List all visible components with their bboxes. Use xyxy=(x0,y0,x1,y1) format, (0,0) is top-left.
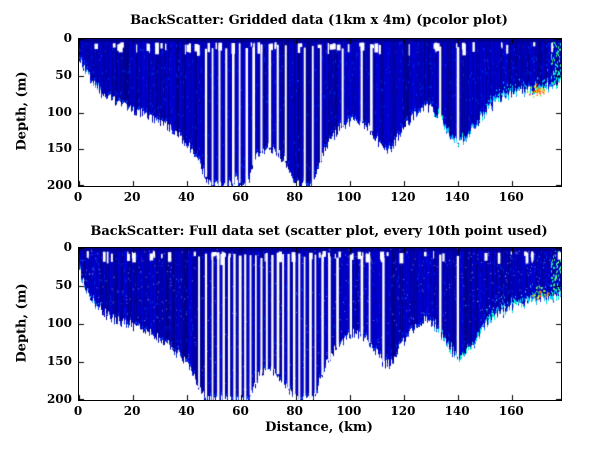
y-tick-label: 150 xyxy=(46,354,72,368)
y-tick-label: 150 xyxy=(46,141,72,156)
scatter-plot-axes xyxy=(78,247,562,401)
x-tick-label: 120 xyxy=(390,404,416,418)
x-tick-label: 20 xyxy=(123,190,141,204)
y-tick-label: 200 xyxy=(46,392,72,406)
x-axis-label: Distance, (km) xyxy=(265,420,373,435)
x-tick-label: 20 xyxy=(123,404,141,418)
y-tick-label: 0 xyxy=(63,240,72,254)
x-tick-label: 100 xyxy=(336,404,362,418)
y-tick-label: 100 xyxy=(46,104,72,119)
x-tick-label: 80 xyxy=(286,404,303,418)
x-tick-label: 140 xyxy=(444,404,470,418)
pcolor-plot-axes xyxy=(78,38,562,187)
x-tick-label: 0 xyxy=(73,404,83,418)
pcolor-plot-title: BackScatter: Gridded data (1km x 4m) (pc… xyxy=(130,13,508,28)
x-tick-label: 60 xyxy=(232,190,249,204)
x-tick-label: 40 xyxy=(177,404,195,418)
x-tick-label: 60 xyxy=(232,404,249,418)
y-tick-label: 0 xyxy=(63,31,72,45)
scatter-y-axis-label: Depth, (m) xyxy=(14,283,30,363)
y-tick-label: 200 xyxy=(46,178,72,192)
y-tick-label: 50 xyxy=(55,278,72,292)
x-tick-label: 40 xyxy=(177,190,195,204)
x-tick-label: 100 xyxy=(336,190,362,204)
scatter-plot-title: BackScatter: Full data set (scatter plot… xyxy=(90,224,548,239)
y-tick-label: 100 xyxy=(46,316,72,330)
y-tick-label: 50 xyxy=(55,67,72,82)
x-tick-label: 0 xyxy=(73,190,83,204)
x-tick-label: 160 xyxy=(498,404,524,418)
x-tick-label: 160 xyxy=(498,190,524,204)
x-tick-label: 140 xyxy=(444,190,470,204)
x-tick-label: 80 xyxy=(286,190,303,204)
pcolor-y-axis-label: Depth, (m) xyxy=(14,71,30,151)
x-tick-label: 120 xyxy=(390,190,416,204)
